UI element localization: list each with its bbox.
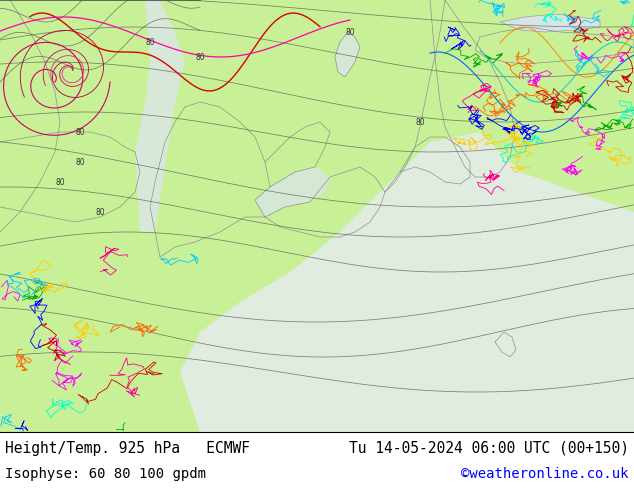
Text: 80: 80	[55, 177, 65, 187]
Text: 80: 80	[345, 27, 355, 36]
Text: 80: 80	[95, 207, 105, 217]
Text: 80: 80	[145, 38, 155, 47]
Polygon shape	[255, 167, 330, 217]
Text: 80: 80	[195, 52, 205, 62]
Polygon shape	[335, 32, 360, 77]
Text: Height/Temp. 925 hPa   ECMWF: Height/Temp. 925 hPa ECMWF	[5, 441, 250, 456]
Text: Tu 14-05-2024 06:00 UTC (00+150): Tu 14-05-2024 06:00 UTC (00+150)	[349, 441, 629, 456]
Polygon shape	[135, 0, 185, 232]
Polygon shape	[500, 14, 600, 32]
Polygon shape	[180, 132, 634, 432]
Text: 80: 80	[75, 157, 85, 167]
Text: 80: 80	[415, 118, 425, 126]
Text: ©weatheronline.co.uk: ©weatheronline.co.uk	[462, 467, 629, 481]
Text: 80: 80	[75, 127, 85, 137]
Text: Isophyse: 60 80 100 gpdm: Isophyse: 60 80 100 gpdm	[5, 467, 206, 481]
